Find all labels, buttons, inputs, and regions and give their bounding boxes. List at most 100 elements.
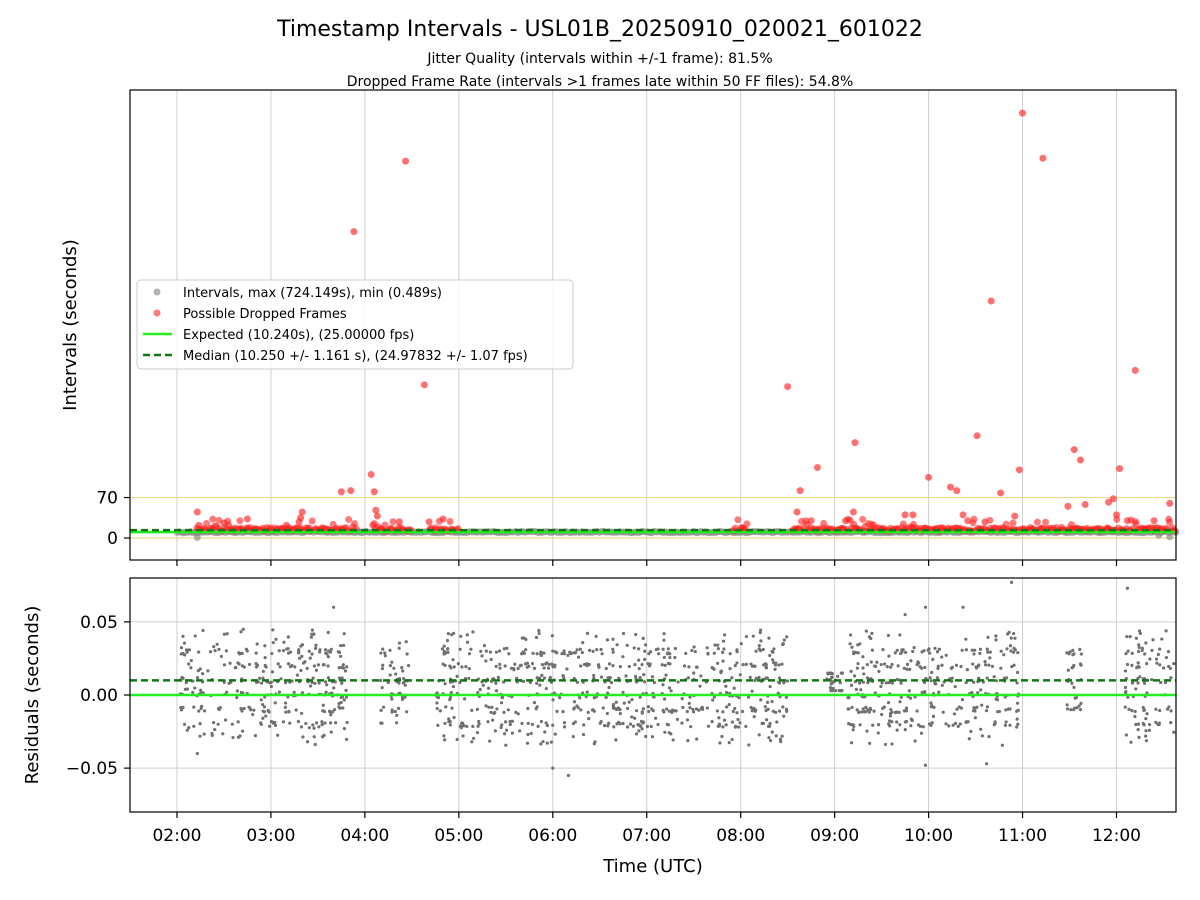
residual-point [452, 631, 456, 635]
residual-point [1158, 663, 1162, 667]
residual-point [396, 706, 401, 711]
residual-point [326, 630, 330, 635]
residual-point [240, 709, 244, 713]
residual-point [245, 649, 249, 653]
residual-point [227, 681, 231, 686]
residual-point [390, 660, 394, 664]
dropped-frame-point [236, 517, 244, 525]
residual-point [225, 632, 229, 636]
residual-point [231, 735, 235, 740]
residual-point [984, 709, 989, 713]
residual-point [497, 649, 502, 653]
residual-point [379, 721, 383, 725]
residual-point [339, 654, 343, 658]
residual-point [934, 682, 938, 686]
residual-point [185, 728, 189, 732]
residual-point [903, 720, 908, 724]
dropped-frame-point [1033, 518, 1041, 526]
residual-point [222, 632, 226, 636]
residual-point [240, 651, 244, 655]
residual-point [754, 708, 758, 712]
residual-point [551, 698, 555, 702]
residual-point [1164, 629, 1168, 633]
residual-point [544, 686, 548, 691]
residual-point [893, 651, 897, 655]
legend-label-expected: Expected (10.240s), (25.00000 fps) [183, 328, 414, 343]
residual-point [532, 666, 537, 670]
residual-point [775, 720, 779, 724]
residual-point [537, 631, 541, 636]
residual-point [698, 684, 702, 688]
residual-point [303, 660, 307, 664]
residual-point [687, 701, 691, 705]
residual-point [830, 680, 834, 685]
residual-point [494, 664, 498, 668]
residual-point [988, 650, 992, 654]
residuals-x-tick-label: 07:00 [622, 826, 671, 846]
residual-point [239, 706, 243, 711]
residual-point [731, 709, 735, 714]
residual-point [506, 708, 510, 712]
residual-point [498, 662, 502, 666]
residual-point [343, 669, 348, 673]
residual-point [286, 635, 290, 639]
residual-point [899, 681, 903, 685]
residual-point [1169, 721, 1173, 725]
residual-point [851, 728, 855, 732]
residual-point [785, 679, 790, 683]
residual-point [643, 649, 647, 653]
residual-point [443, 721, 447, 726]
residual-point [634, 732, 639, 736]
residual-point [730, 720, 735, 724]
residual-point [977, 676, 981, 680]
residual-point [479, 649, 483, 653]
residual-point [179, 646, 184, 650]
residual-point [759, 639, 763, 643]
dropped-frame-point [973, 432, 981, 440]
residual-point [313, 646, 318, 650]
residual-point [637, 667, 641, 671]
residual-point [258, 676, 262, 680]
residual-point [565, 667, 569, 671]
residual-point [669, 689, 673, 693]
residual-point [903, 728, 907, 732]
dropped-frame-point [1166, 499, 1174, 507]
residual-point [1164, 655, 1169, 660]
residual-point [867, 710, 871, 714]
dropped-frame-point [373, 512, 381, 520]
residual-point [337, 702, 341, 706]
residual-point [1009, 636, 1013, 640]
residual-point [561, 709, 565, 714]
dropped-frame-point [372, 506, 380, 514]
residual-point [715, 709, 719, 713]
residual-point [1013, 648, 1017, 652]
residual-point [1144, 734, 1148, 738]
residual-point [895, 728, 899, 732]
residual-point [1145, 661, 1149, 666]
residual-point [404, 640, 408, 644]
dropped-frame-point [454, 525, 462, 533]
residual-point [235, 689, 239, 693]
residuals-y-axis-label: Residuals (seconds) [22, 606, 43, 785]
residual-point [1072, 708, 1076, 712]
intervals-x-ticks [176, 560, 1118, 566]
residual-point [270, 651, 274, 656]
residual-point [569, 651, 573, 655]
residual-point [646, 662, 650, 666]
residual-point [1142, 708, 1147, 712]
residual-point [283, 701, 288, 705]
residual-point [200, 672, 205, 676]
residual-point [912, 646, 916, 650]
residual-point [476, 691, 480, 695]
residual-point [395, 713, 399, 717]
residual-point [438, 709, 442, 713]
residual-point [718, 741, 722, 745]
residual-point [339, 644, 343, 648]
residual-point [324, 690, 328, 694]
residual-point [1147, 728, 1152, 732]
residual-point [286, 647, 290, 651]
residual-point [699, 674, 703, 678]
residual-point [273, 701, 277, 705]
dropped-frame-point [1131, 366, 1139, 374]
residual-point [458, 680, 462, 685]
